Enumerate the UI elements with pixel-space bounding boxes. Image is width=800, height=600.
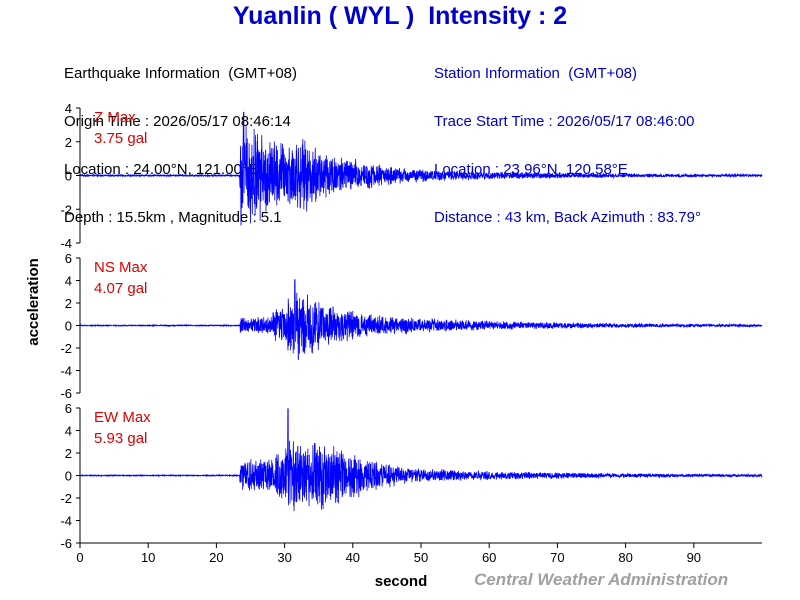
x-tick-label: 20 (209, 550, 223, 565)
y-tick-label: 0 (65, 169, 72, 184)
y-tick-label: -2 (60, 202, 72, 217)
waveform-z (79, 111, 763, 226)
y-tick-label: 0 (65, 469, 72, 484)
max-value: 5.93 gal (94, 430, 147, 447)
y-tick-label: -4 (60, 364, 72, 379)
x-tick-label: 70 (550, 550, 564, 565)
x-tick-label: 80 (618, 550, 632, 565)
y-tick-label: -4 (60, 236, 72, 251)
earthquake-info-heading: Earthquake Information (GMT+08) (64, 65, 298, 82)
trace-start-time: Trace Start Time : 2026/05/17 08:46:00 (434, 113, 695, 130)
x-tick-label: 10 (141, 550, 155, 565)
y-tick-label: 4 (65, 424, 72, 439)
panel-z: -4 -2 0 2 4 Z Max 3.75 gal (60, 101, 763, 251)
max-label: Z Max (94, 109, 136, 126)
y-tick-label: -4 (60, 514, 72, 529)
y-tick-label: -2 (60, 491, 72, 506)
y-tick-label: 2 (65, 135, 72, 150)
max-label: EW Max (94, 409, 151, 426)
y-tick-label: 4 (65, 274, 72, 289)
y-tick-label: -2 (60, 341, 72, 356)
origin-time: Origin Time : 2026/05/17 08:46:14 (64, 113, 291, 130)
max-value: 4.07 gal (94, 280, 147, 297)
y-tick-label: -6 (60, 536, 72, 551)
x-tick-label: 0 (76, 550, 83, 565)
agency-credit: Central Weather Administration (474, 570, 729, 589)
y-tick-label: 2 (65, 446, 72, 461)
x-axis-label: second (375, 573, 428, 590)
depth-magnitude: Depth : 15.5km , Magnitude : 5.1 (64, 209, 282, 226)
station-info: Station Information (GMT+08) Trace Start… (434, 34, 701, 242)
x-axis: 0 10 20 30 40 50 60 70 80 90 (76, 542, 762, 565)
x-tick-label: 90 (687, 550, 701, 565)
station-info-heading: Station Information (GMT+08) (434, 65, 637, 82)
max-label: NS Max (94, 259, 148, 276)
panel-ew: -6 -4 -2 0 2 4 6 EW Max 5.93 gal (60, 401, 763, 551)
y-tick-label: 2 (65, 296, 72, 311)
waveform-ew (79, 408, 763, 512)
y-tick-label: 4 (65, 101, 72, 116)
y-axis-label: acceleration (25, 258, 42, 346)
y-tick-label: 6 (65, 251, 72, 266)
x-tick-label: 50 (414, 550, 428, 565)
chart-panels: -4 -2 0 2 4 Z Max 3.75 gal -6 -4 -2 0 2 4 6 NS Max 4.07… (60, 101, 763, 551)
y-tick-label: -6 (60, 386, 72, 401)
page-title: Yuanlin ( WYL ) Intensity : 2 (232, 2, 568, 30)
station-distance: Distance : 43 km, Back Azimuth : 83.79° (434, 209, 701, 226)
panel-ns: -6 -4 -2 0 2 4 6 NS Max 4.07 gal (60, 251, 763, 401)
max-value: 3.75 gal (94, 130, 147, 147)
x-tick-label: 30 (277, 550, 291, 565)
y-tick-label: 0 (65, 319, 72, 334)
y-tick-label: 6 (65, 401, 72, 416)
waveform-ns (79, 279, 763, 361)
x-tick-label: 40 (346, 550, 360, 565)
x-tick-label: 60 (482, 550, 496, 565)
